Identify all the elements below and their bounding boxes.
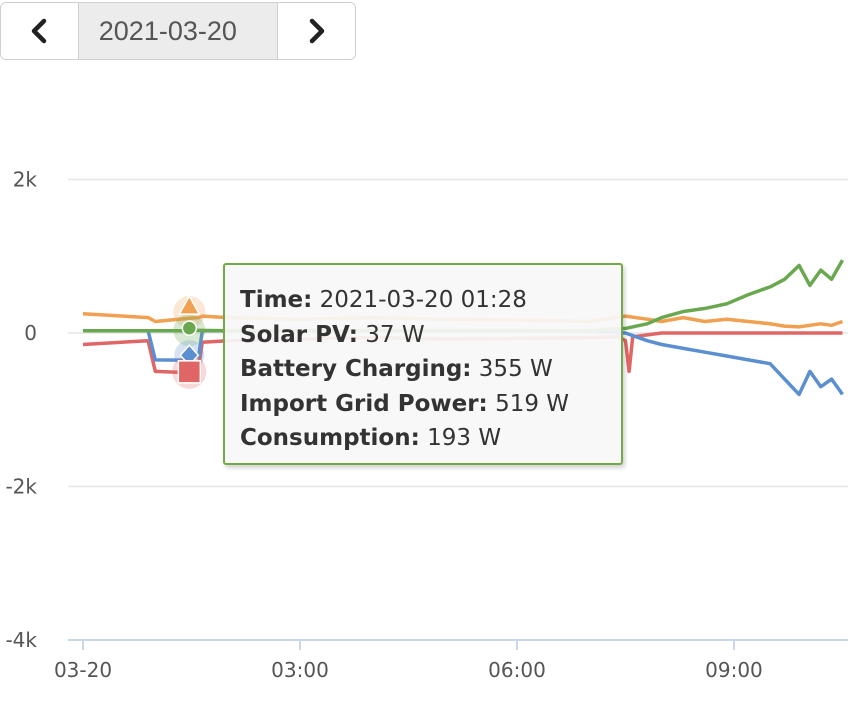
tooltip-consumption-row: Consumption: 193 W: [240, 421, 607, 456]
tooltip-grid-label: Import Grid Power:: [240, 390, 488, 417]
x-tick-label: 06:00: [488, 658, 546, 682]
tooltip-battery-row: Battery Charging: 355 W: [240, 352, 607, 387]
x-tick-label: 03:00: [271, 658, 329, 682]
chart-tooltip: Time: 2021-03-20 01:28 Solar PV: 37 W Ba…: [223, 263, 623, 465]
solar-hover-marker: [181, 320, 198, 336]
tooltip-solar-row: Solar PV: 37 W: [240, 318, 607, 353]
date-navigator: 2021-03-20: [0, 2, 356, 60]
tooltip-time-row: Time: 2021-03-20 01:28: [240, 283, 607, 318]
tooltip-time-value: 2021-03-20 01:28: [319, 287, 527, 313]
tooltip-consumption-label: Consumption:: [240, 425, 420, 451]
y-tick-label: -2k: [5, 475, 37, 499]
tooltip-battery-value: 355 W: [478, 356, 553, 382]
tooltip-time-label: Time:: [240, 287, 313, 313]
y-tick-label: 0: [24, 321, 37, 345]
consumption-series-line: [82, 312, 844, 329]
tooltip-consumption-value: 193 W: [427, 425, 502, 451]
tooltip-grid-row: Import Grid Power: 519 W: [240, 387, 607, 422]
chevron-left-icon: [32, 18, 47, 44]
previous-day-button[interactable]: [1, 3, 78, 59]
tooltip-battery-label: Battery Charging:: [240, 356, 472, 382]
x-tick-label: 03-20: [54, 658, 112, 682]
tooltip-grid-value: 519 W: [495, 390, 570, 417]
tooltip-solar-value: 37 W: [365, 321, 425, 348]
grid-hover-marker: [177, 360, 202, 384]
tooltip-solar-label: Solar PV:: [240, 321, 358, 348]
y-tick-label: 2k: [13, 168, 38, 192]
consumption-hover-marker: [178, 294, 201, 315]
chevron-right-icon: [309, 18, 324, 44]
solar-series-line: [83, 259, 845, 333]
y-tick-label: -4k: [5, 628, 37, 652]
date-input[interactable]: 2021-03-20: [77, 3, 279, 59]
battery-series-line: [83, 328, 844, 397]
next-day-button[interactable]: [278, 3, 355, 59]
x-tick-label: 09:00: [705, 658, 763, 682]
